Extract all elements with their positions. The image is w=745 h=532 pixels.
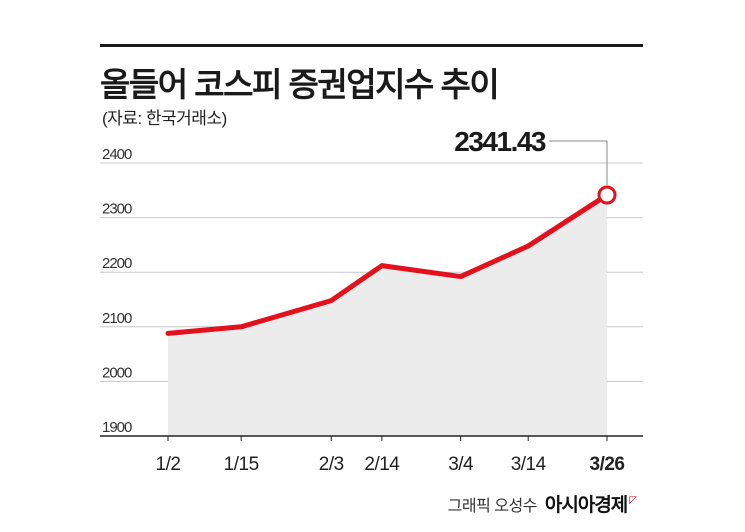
x-tick-label: 2/14 [364, 454, 400, 475]
y-tick-label: 2200 [102, 255, 132, 272]
series-line [165, 192, 610, 336]
end-point-marker [597, 185, 617, 205]
y-tick-label: 2000 [102, 364, 132, 381]
brand-logo: 아시아경제 [544, 495, 628, 516]
x-tick-label: 3/26 [590, 454, 625, 475]
chart-title: 올들어 코스피 증권업지수 추이 [100, 66, 500, 103]
graphic-credit: 그래픽 오성수 [447, 498, 538, 515]
footer: 그래픽 오성수 아시아경제 ◸ [448, 490, 637, 517]
x-tick-label: 2/3 [319, 454, 344, 475]
x-tick-label: 1/2 [156, 454, 181, 475]
title-rule [100, 44, 643, 47]
x-tick-label: 3/4 [448, 454, 474, 475]
y-tick-label: 2100 [102, 310, 132, 327]
y-tick-label: 2300 [102, 201, 132, 218]
annotation-leader [549, 140, 608, 185]
x-tick-label: 1/15 [224, 454, 259, 475]
y-tick-label: 2400 [102, 146, 132, 163]
area-fill [168, 194, 607, 436]
x-tick-label: 3/14 [511, 454, 547, 475]
annotation-label: 2341.43 [454, 126, 546, 157]
brand-mark-icon: ◸ [629, 495, 637, 506]
source-note: (자료: 한국거래소) [102, 109, 227, 128]
y-tick-label: 1900 [102, 419, 132, 436]
